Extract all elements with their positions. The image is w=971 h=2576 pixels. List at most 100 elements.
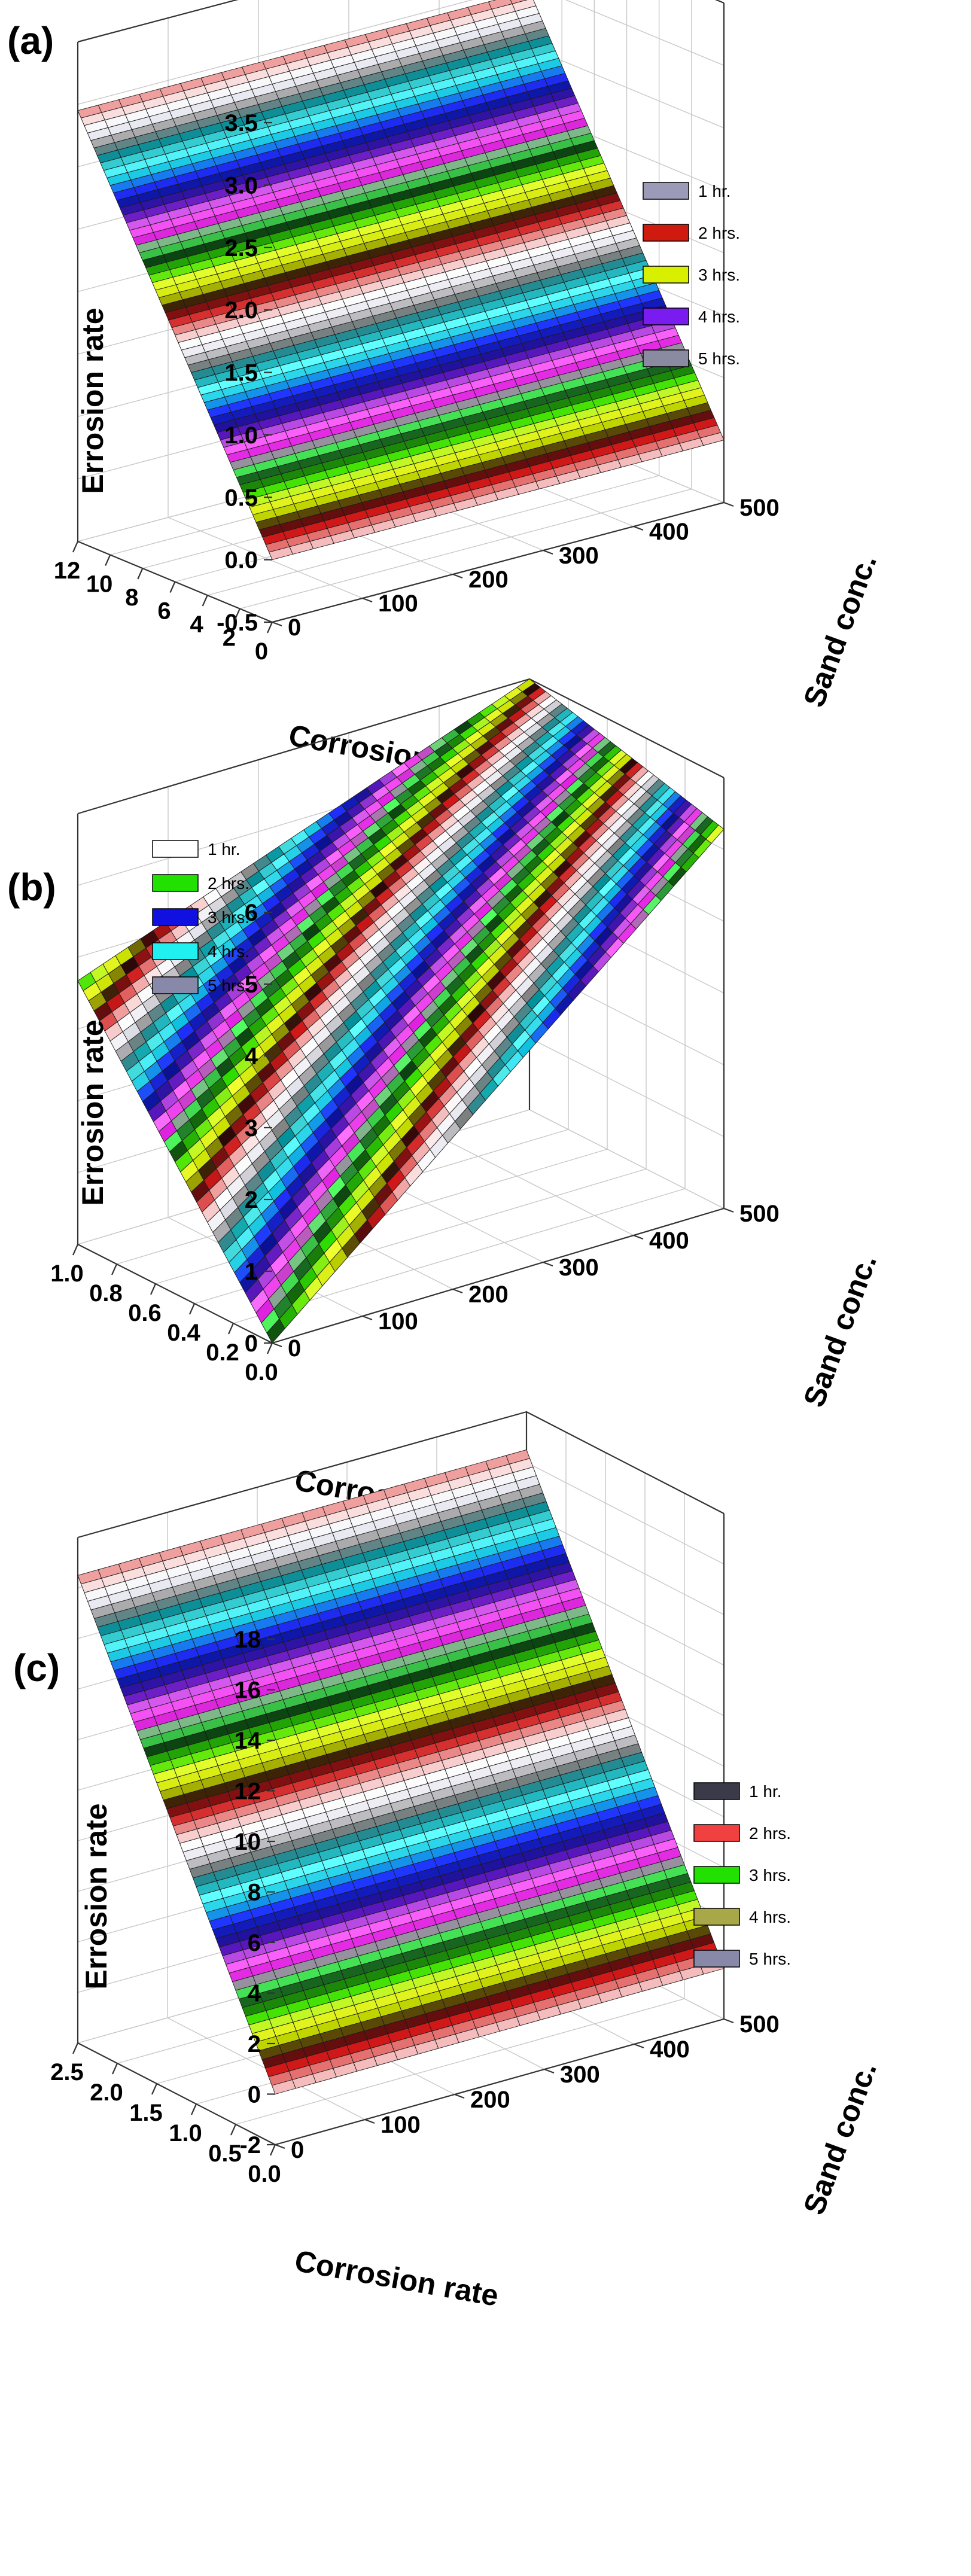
y-axis-title: Sand conc.	[797, 2057, 883, 2219]
panel-a: (a)-0.50.00.51.01.52.02.53.03.5121086420…	[7, 0, 883, 787]
y-tick-mark	[452, 1288, 463, 1294]
x-tick-label: 0.5	[208, 2140, 242, 2167]
y-tick-label: 200	[470, 2087, 510, 2113]
y-tick-label: 500	[739, 2011, 780, 2038]
x-tick-mark	[227, 1323, 235, 1335]
legend-label: 1 hr.	[698, 182, 730, 200]
y-tick-mark	[544, 2068, 555, 2074]
legend-swatch	[152, 976, 199, 994]
y-tick-mark	[723, 501, 734, 507]
z-tick-label: 8	[248, 1880, 261, 1906]
z-tick-label: 3	[245, 1115, 258, 1141]
x-tick-mark	[230, 2124, 237, 2136]
y-axis-title: Sand conc.	[797, 550, 883, 711]
panel-c: (c) -2 0 2 4 6 8 10 12 14 16 18 2.52.01.51.00.50.0 50…	[13, 1411, 883, 2313]
y-tick-label: 100	[378, 1308, 418, 1335]
z-tick-label: 4	[245, 1043, 258, 1070]
y-tick-mark	[362, 1315, 373, 1321]
x-tick-mark	[72, 1244, 79, 1256]
x-tick-mark	[151, 2083, 158, 2095]
legend-label: 3 hrs.	[208, 908, 249, 927]
y-tick-label: 300	[560, 2062, 600, 2088]
legend-label: 1 hr.	[749, 1782, 781, 1801]
legend-label: 2 hrs.	[208, 874, 249, 893]
x-tick-label: 8	[125, 584, 138, 611]
grid-line	[529, 1037, 725, 1137]
z-axis-title: Errosion rate	[76, 1019, 109, 1205]
z-tick-label: 2	[248, 2031, 261, 2057]
z-tick-label: 3.0	[224, 172, 258, 199]
z-tick-label: 2.5	[224, 235, 258, 261]
x-tick-label: 2	[223, 625, 236, 651]
y-tick-label: 0	[291, 2137, 304, 2163]
y-tick-mark	[723, 2018, 734, 2024]
y-tick-mark	[272, 621, 282, 627]
z-tick-label: 3.5	[224, 110, 258, 136]
y-tick-mark	[633, 1234, 644, 1240]
y-tick-mark	[543, 549, 553, 555]
x-tick-mark	[111, 2063, 118, 2075]
x-tick-label: 0.0	[248, 2161, 281, 2187]
y-tick-label: 500	[739, 495, 780, 521]
legend-swatch	[643, 349, 689, 367]
y-tick-mark	[362, 597, 373, 603]
x-tick-mark	[111, 1263, 118, 1275]
legend-label: 4 hrs.	[749, 1908, 791, 1926]
z-tick-label: 0.5	[224, 485, 258, 511]
grid-line	[439, 1136, 634, 1236]
y-tick-mark	[272, 1342, 282, 1348]
legend-swatch	[643, 224, 689, 242]
x-tick-mark	[190, 2103, 197, 2115]
y-tick-label: 200	[468, 567, 509, 593]
x-tick-label: 12	[54, 558, 81, 584]
x-tick-mark	[202, 595, 208, 607]
y-tick-label: 0	[288, 1335, 301, 1362]
legend-swatch	[152, 840, 199, 858]
panel-label: (b)	[7, 866, 56, 909]
legend-swatch	[643, 307, 689, 325]
y-tick-mark	[633, 525, 644, 531]
x-tick-mark	[234, 608, 241, 620]
y-tick-label: 500	[739, 1201, 780, 1227]
legend-swatch	[152, 942, 199, 960]
legend: 1 hr. 2 hrs. 3 hrs. 4 hrs. 5 hrs.	[643, 182, 740, 368]
surface	[77, 1449, 725, 2095]
x-tick-mark	[169, 581, 176, 593]
y-axis	[272, 1207, 725, 1344]
z-tick-label: 16	[235, 1677, 261, 1704]
x-tick-mark	[72, 2042, 79, 2054]
z-tick-label: 6	[248, 1930, 261, 1956]
x-tick-label: 0.6	[128, 1300, 162, 1326]
z-tick-label: -2	[239, 2132, 261, 2158]
grid-line	[239, 488, 692, 610]
legend-label: 5 hrs.	[749, 1950, 791, 1968]
x-axis	[77, 1244, 273, 1344]
x-tick-label: 1.0	[169, 2120, 202, 2146]
x-tick-label: 0	[255, 638, 268, 665]
z-tick-label: 2.0	[224, 297, 258, 324]
z-tick-label: 1.5	[224, 360, 258, 386]
x-tick-mark	[72, 541, 79, 553]
z-axis-title: Errosion rate	[76, 307, 109, 494]
x-tick-label: 2.5	[50, 2059, 84, 2085]
z-tick-label: 1	[245, 1259, 258, 1285]
legend-label: 5 hrs.	[208, 976, 249, 995]
legend-label: 3 hrs.	[749, 1866, 791, 1884]
y-tick-mark	[364, 2118, 375, 2124]
grid-line	[168, 517, 363, 599]
legend-swatch	[693, 1908, 740, 1926]
y-tick-mark	[454, 2093, 465, 2099]
z-tick-label: 0	[248, 2082, 261, 2108]
x-tick-mark	[188, 1303, 196, 1315]
x-tick-mark	[105, 555, 111, 566]
x-tick-mark	[137, 568, 144, 580]
legend-label: 2 hrs.	[749, 1824, 791, 1843]
x-tick-label: 0.4	[167, 1320, 200, 1346]
legend-label: 4 hrs.	[208, 942, 249, 961]
y-tick-mark	[634, 2043, 644, 2049]
z-tick-label: 2	[245, 1187, 258, 1213]
z-tick-label: 1.0	[224, 422, 258, 449]
legend-label: 1 hr.	[208, 840, 240, 858]
legend-label: 3 hrs.	[698, 266, 740, 284]
x-tick-label: 4	[190, 611, 204, 638]
